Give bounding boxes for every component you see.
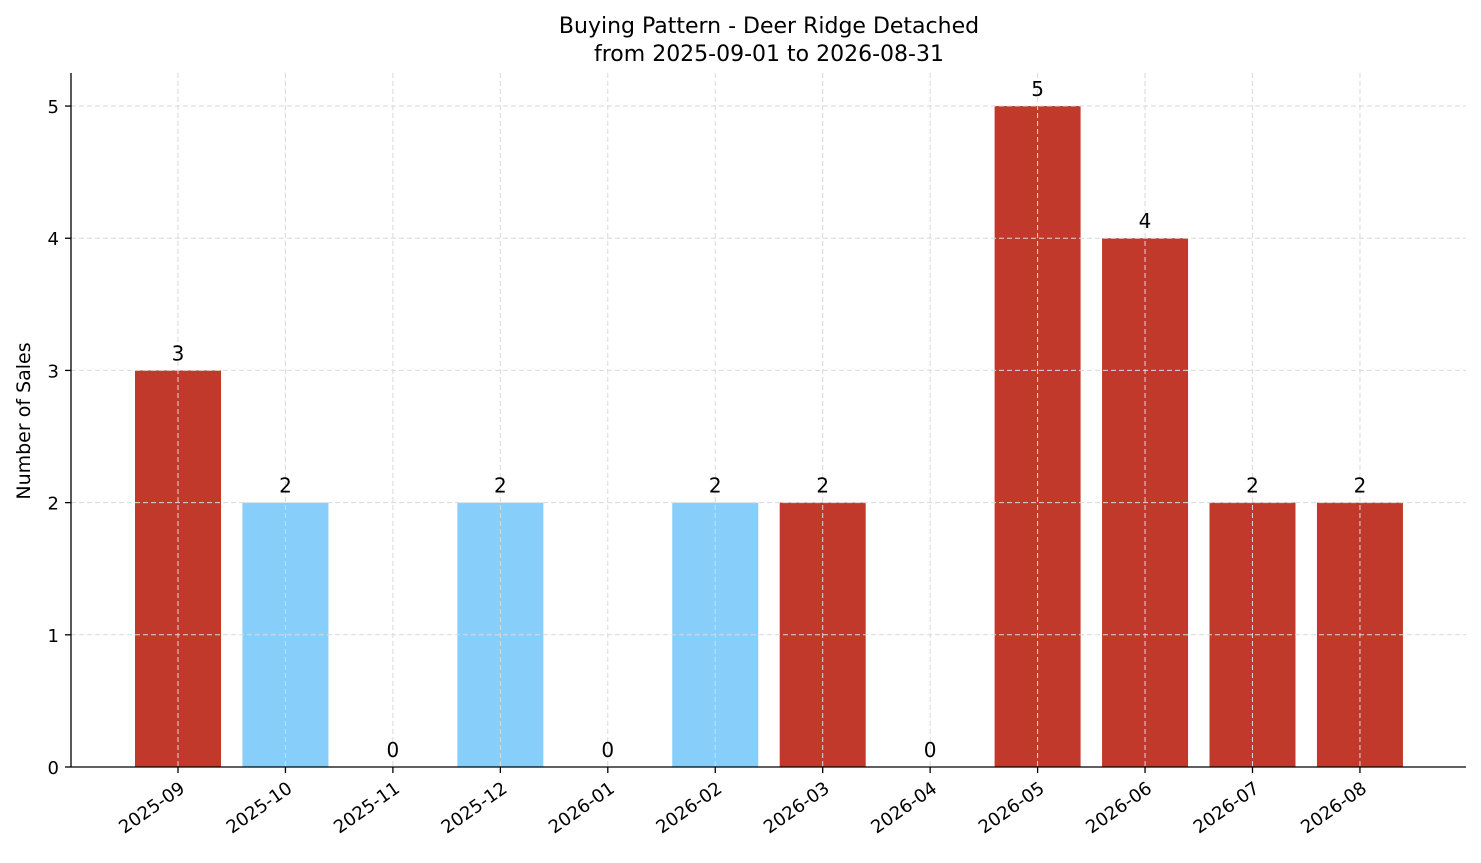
value-label-2026-06: 4 (1139, 209, 1152, 233)
value-label-2026-07: 2 (1246, 474, 1259, 498)
x-tick-label: 2026-06 (1082, 778, 1156, 838)
y-tick-label: 5 (48, 97, 59, 118)
x-tick-label: 2026-02 (652, 778, 726, 838)
x-tick-label: 2025-10 (223, 778, 297, 838)
x-tick-label: 2025-09 (115, 778, 189, 838)
value-label-2026-01: 0 (601, 738, 614, 762)
value-label-2026-03: 2 (816, 474, 829, 498)
chart-subtitle: from 2025-09-01 to 2026-08-31 (594, 42, 944, 67)
x-tick-label: 2026-01 (545, 778, 619, 838)
x-tick-label: 2025-12 (438, 778, 512, 838)
y-axis-label: Number of Sales (13, 342, 35, 499)
chart-title: Buying Pattern - Deer Ridge Detached (559, 14, 979, 39)
x-tick-label: 2025-11 (330, 778, 404, 838)
value-label-2025-09: 3 (172, 341, 185, 365)
value-labels: 3 2 0 2 0 2 2 0 5 4 2 2 (172, 77, 1367, 762)
axes (65, 73, 1466, 773)
y-tick-label: 0 (48, 758, 59, 779)
y-tick-label: 4 (48, 229, 59, 250)
y-tick-labels: 0 1 2 3 4 5 (48, 97, 59, 779)
value-label-2025-11: 0 (387, 738, 400, 762)
x-tick-label: 2026-08 (1297, 778, 1371, 838)
bars (135, 106, 1403, 768)
x-tick-label: 2026-07 (1190, 778, 1264, 838)
grid (71, 73, 1466, 767)
value-label-2025-10: 2 (279, 474, 292, 498)
value-label-2026-08: 2 (1354, 474, 1367, 498)
value-label-2026-04: 0 (924, 738, 937, 762)
y-tick-label: 1 (48, 626, 59, 647)
value-label-2026-05: 5 (1031, 77, 1044, 101)
x-tick-label: 2026-05 (975, 778, 1049, 838)
x-tick-label: 2026-04 (867, 778, 941, 838)
y-tick-label: 2 (48, 494, 59, 515)
value-label-2025-12: 2 (494, 474, 507, 498)
x-tick-label: 2026-03 (760, 778, 834, 838)
y-tick-label: 3 (48, 361, 59, 382)
x-tick-labels: 2025-09 2025-10 2025-11 2025-12 2026-01 2026-… (115, 778, 1371, 838)
value-label-2026-02: 2 (709, 474, 722, 498)
